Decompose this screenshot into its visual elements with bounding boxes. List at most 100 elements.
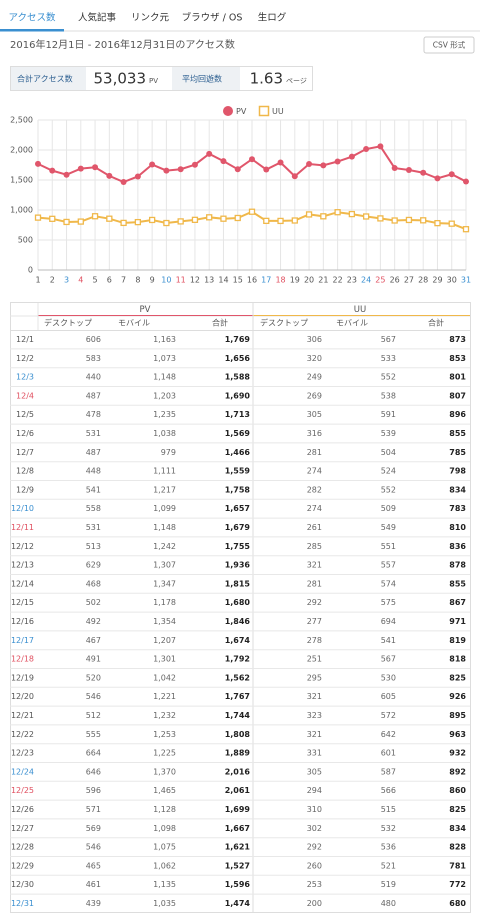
table-cell: 664 [86, 749, 101, 758]
point [463, 178, 469, 185]
table-cell: 591 [381, 410, 396, 419]
table-cell: 1,621 [225, 843, 251, 852]
tab[interactable]: 生ログ [258, 12, 287, 24]
table-cell: 1,767 [225, 692, 250, 701]
csv-button[interactable] [423, 36, 475, 54]
row-date: 12/25 [11, 786, 34, 795]
table-cell: 818 [449, 655, 466, 664]
column-header: モバイル [118, 319, 150, 328]
x-tick-label: 21 [318, 276, 328, 285]
tab[interactable]: ブラウザ / OS [182, 12, 243, 24]
row-date: 12/28 [11, 843, 34, 852]
tab[interactable]: リンク元 [131, 13, 170, 24]
table-cell: 860 [449, 786, 466, 795]
table-cell: 480 [381, 899, 396, 908]
column-header: デスクトップ [44, 318, 92, 328]
point [362, 213, 370, 220]
table-cell: 492 [86, 617, 101, 626]
x-tick-label: 4 [78, 276, 83, 285]
table-cell: 785 [449, 448, 466, 457]
x-tick-label: 15 [233, 276, 243, 285]
point [277, 159, 284, 166]
group-header: UU [354, 305, 366, 315]
point [434, 175, 441, 182]
table-cell: 979 [161, 448, 176, 457]
table-cell: 1,062 [153, 861, 176, 870]
row-date: 12/19 [11, 673, 34, 682]
table-cell: 541 [381, 636, 396, 645]
table-cell: 587 [381, 767, 396, 776]
table-cell: 1,207 [153, 636, 176, 645]
x-tick-label: 17 [261, 276, 271, 285]
csv-label[interactable]: CSV 形式 [433, 40, 466, 50]
point [263, 166, 270, 173]
row-date: 12/30 [11, 880, 34, 889]
table-cell: 305 [307, 767, 322, 776]
table-cell: 646 [86, 767, 101, 776]
table-cell: 1,596 [225, 880, 251, 889]
row-date: 12/4 [16, 391, 34, 400]
point [149, 161, 156, 168]
table-cell: 1,111 [153, 467, 176, 476]
table-cell: 825 [449, 673, 466, 682]
tab[interactable]: アクセス数 [8, 12, 56, 24]
table-cell: 1,846 [225, 617, 251, 626]
table-cell: 1,135 [153, 880, 176, 889]
table-cell: 1,667 [225, 824, 250, 833]
table-cell: 783 [449, 504, 466, 513]
x-tick-label: 7 [121, 276, 126, 285]
table-cell: 1,466 [225, 448, 251, 457]
table-cell: 1,354 [153, 617, 176, 626]
summary-unit: ページ [286, 77, 307, 85]
row-date: 12/1 [16, 335, 34, 344]
x-tick-label: 28 [418, 276, 428, 285]
table-cell: 552 [381, 485, 396, 494]
point [377, 215, 384, 222]
point [363, 146, 370, 153]
table-cell: 1,699 [225, 805, 251, 814]
table-cell: 302 [307, 824, 322, 833]
table-cell: 282 [307, 485, 322, 494]
table-cell: 520 [86, 673, 101, 682]
table-cell: 261 [307, 523, 322, 532]
row-date: 12/2 [16, 354, 34, 363]
point [405, 216, 413, 224]
point [234, 166, 241, 173]
tab[interactable]: 人気記事 [78, 12, 117, 24]
x-tick-label: 22 [333, 276, 343, 285]
table-cell: 1,713 [225, 410, 250, 419]
point [63, 218, 70, 226]
table-cell: 530 [381, 673, 396, 682]
table-cell: 819 [449, 636, 466, 645]
table-cell: 448 [86, 467, 101, 476]
table-cell: 1,042 [153, 673, 176, 682]
table-cell: 1,569 [225, 429, 251, 438]
point [92, 164, 99, 171]
table-cell: 281 [307, 448, 322, 457]
row-date: 12/22 [11, 730, 34, 739]
table-cell: 1,038 [153, 429, 176, 438]
table-cell: 536 [381, 843, 396, 852]
point [334, 209, 341, 216]
table-cell: 274 [307, 467, 322, 476]
summary-label: 平均回遊数 [182, 74, 222, 84]
table-cell: 642 [381, 730, 396, 739]
table-cell: 932 [449, 749, 466, 758]
point [448, 171, 455, 178]
table-cell: 1,347 [153, 579, 176, 588]
x-tick-label: 18 [275, 276, 285, 285]
y-tick-label: 0 [28, 266, 33, 275]
table-cell: 971 [449, 617, 466, 626]
table-cell: 531 [86, 523, 101, 532]
point [305, 211, 313, 218]
row-date: 12/29 [11, 861, 34, 870]
row-date: 12/17 [11, 636, 34, 645]
table-cell: 873 [449, 335, 466, 344]
x-tick-label: 24 [361, 276, 371, 285]
table-cell: 249 [307, 373, 322, 382]
summary-unit: PV [149, 77, 158, 85]
table-cell: 519 [381, 880, 396, 889]
table-cell: 1,128 [153, 805, 176, 814]
y-tick-label: 500 [18, 236, 33, 245]
row-date: 12/20 [11, 692, 34, 701]
